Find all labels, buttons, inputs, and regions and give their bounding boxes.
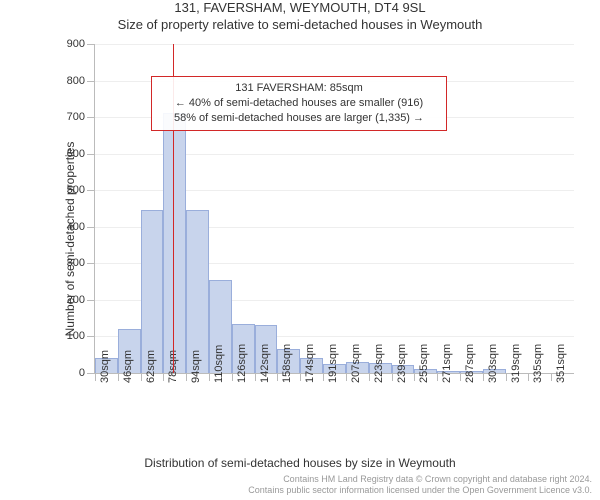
annotation-line-2: ← 40% of semi-detached houses are smalle… [160, 96, 438, 111]
x-tick [186, 373, 187, 381]
x-tick [483, 373, 484, 381]
x-tick-label: 255sqm [418, 344, 430, 383]
x-tick [346, 373, 347, 381]
x-tick-label: 303sqm [487, 344, 499, 383]
x-tick [95, 373, 96, 381]
x-tick [277, 373, 278, 381]
footer-line-1: Contains HM Land Registry data © Crown c… [248, 474, 592, 485]
x-tick [255, 373, 256, 381]
histogram-bar [163, 113, 186, 373]
x-tick [300, 373, 301, 381]
x-tick-label: 142sqm [259, 344, 271, 383]
x-tick [551, 373, 552, 381]
x-tick-label: 351sqm [555, 344, 567, 383]
x-tick-label: 239sqm [396, 344, 408, 383]
x-tick [506, 373, 507, 381]
x-tick-label: 271sqm [441, 344, 453, 383]
x-tick-label: 110sqm [213, 345, 225, 383]
x-tick [163, 373, 164, 381]
x-tick-label: 94sqm [190, 350, 202, 383]
y-tick-label: 400 [67, 221, 95, 233]
x-tick [392, 373, 393, 381]
x-tick-label: 30sqm [99, 350, 111, 383]
x-tick [460, 373, 461, 381]
x-tick-label: 319sqm [510, 344, 522, 383]
page-subtitle: Size of property relative to semi-detach… [0, 17, 600, 32]
x-tick-label: 223sqm [373, 344, 385, 383]
x-tick [118, 373, 119, 381]
y-tick-label: 200 [67, 294, 95, 306]
x-tick-label: 126sqm [236, 344, 248, 383]
x-tick [323, 373, 324, 381]
x-tick-label: 287sqm [464, 344, 476, 383]
y-tick-label: 700 [67, 111, 95, 123]
page-title: 131, FAVERSHAM, WEYMOUTH, DT4 9SL [0, 0, 600, 17]
x-tick [437, 373, 438, 381]
y-tick-label: 900 [67, 38, 95, 50]
x-tick-label: 62sqm [145, 350, 157, 383]
y-tick-label: 300 [67, 257, 95, 269]
y-tick-label: 100 [67, 330, 95, 342]
y-tick-label: 600 [67, 148, 95, 160]
x-tick [209, 373, 210, 381]
x-tick-label: 174sqm [304, 344, 316, 383]
x-tick-label: 46sqm [122, 350, 134, 383]
x-tick [414, 373, 415, 381]
plot-area: 131 FAVERSHAM: 85sqm ← 40% of semi-detac… [94, 44, 574, 374]
annotation-box: 131 FAVERSHAM: 85sqm ← 40% of semi-detac… [151, 76, 447, 131]
footer-line-2: Contains public sector information licen… [248, 485, 592, 496]
x-tick-label: 158sqm [281, 344, 293, 383]
footer-attribution: Contains HM Land Registry data © Crown c… [248, 474, 592, 496]
histogram-bar [141, 210, 164, 373]
gridline [95, 44, 574, 45]
x-axis-label: Distribution of semi-detached houses by … [0, 456, 600, 470]
page-root: 131, FAVERSHAM, WEYMOUTH, DT4 9SL Size o… [0, 0, 600, 500]
histogram-bar [186, 210, 209, 373]
y-tick-label: 0 [79, 367, 95, 379]
annotation-line-1: 131 FAVERSHAM: 85sqm [160, 81, 438, 96]
annotation-line-3: 58% of semi-detached houses are larger (… [160, 111, 438, 126]
x-tick-label: 207sqm [350, 344, 362, 383]
x-tick [141, 373, 142, 381]
y-axis-label: Number of semi-detached properties [63, 142, 77, 337]
y-tick-label: 800 [67, 75, 95, 87]
x-tick [232, 373, 233, 381]
y-tick-label: 500 [67, 184, 95, 196]
x-tick-label: 335sqm [532, 344, 544, 383]
x-tick [528, 373, 529, 381]
x-tick-label: 191sqm [327, 344, 339, 383]
x-tick [369, 373, 370, 381]
chart-wrap: Number of semi-detached properties 131 F… [60, 44, 580, 434]
